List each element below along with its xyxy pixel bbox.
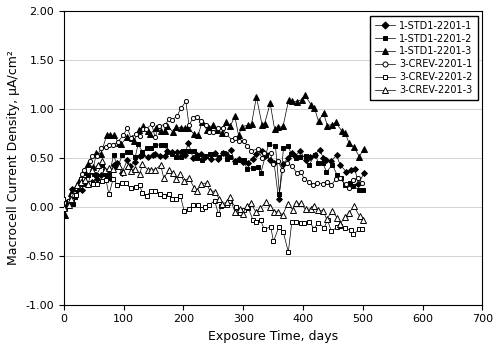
- 3-CREV-2201-1: [241, 139, 247, 143]
- 3-CREV-2201-2: [350, 232, 356, 237]
- 1-STD1-2201-2: [240, 158, 246, 162]
- 3-CREV-2201-2: [80, 176, 86, 181]
- 1-STD1-2201-1: [60, 206, 66, 210]
- 3-CREV-2201-1: [346, 186, 352, 190]
- 1-STD1-2201-3: [236, 133, 242, 138]
- 1-STD1-2201-1: [348, 168, 354, 173]
- 3-CREV-2201-3: [61, 206, 67, 210]
- 3-CREV-2201-2: [286, 250, 292, 254]
- 3-CREV-2201-3: [206, 189, 212, 193]
- 3-CREV-2201-1: [359, 181, 365, 185]
- 1-STD1-2201-3: [346, 141, 352, 145]
- 1-STD1-2201-2: [70, 202, 76, 206]
- 1-STD1-2201-2: [62, 206, 68, 210]
- 1-STD1-2201-3: [145, 130, 151, 134]
- 3-CREV-2201-3: [240, 212, 246, 216]
- 3-CREV-2201-2: [70, 197, 75, 202]
- Line: 1-STD1-2201-1: 1-STD1-2201-1: [61, 140, 366, 210]
- Legend: 1-STD1-2201-1, 1-STD1-2201-2, 1-STD1-2201-3, 3-CREV-2201-1, 3-CREV-2201-2, 3-CRE: 1-STD1-2201-1, 1-STD1-2201-2, 1-STD1-220…: [370, 16, 478, 100]
- 1-STD1-2201-1: [186, 140, 192, 145]
- 3-CREV-2201-2: [359, 227, 365, 231]
- 1-STD1-2201-2: [288, 152, 294, 156]
- 1-STD1-2201-3: [286, 98, 292, 102]
- Line: 3-CREV-2201-2: 3-CREV-2201-2: [60, 176, 364, 254]
- 3-CREV-2201-3: [360, 218, 366, 222]
- 1-STD1-2201-1: [360, 171, 366, 175]
- 3-CREV-2201-1: [60, 205, 66, 209]
- 3-CREV-2201-1: [144, 127, 150, 131]
- 3-CREV-2201-1: [288, 164, 294, 168]
- Line: 1-STD1-2201-3: 1-STD1-2201-3: [62, 92, 366, 218]
- Line: 1-STD1-2201-2: 1-STD1-2201-2: [62, 142, 365, 210]
- 1-STD1-2201-3: [360, 147, 366, 151]
- 3-CREV-2201-1: [183, 99, 189, 104]
- 1-STD1-2201-2: [348, 181, 354, 185]
- 1-STD1-2201-3: [204, 127, 210, 132]
- 1-STD1-2201-1: [208, 157, 214, 161]
- 3-CREV-2201-2: [337, 224, 343, 228]
- 1-STD1-2201-2: [148, 145, 154, 149]
- 3-CREV-2201-3: [337, 222, 343, 226]
- 1-STD1-2201-1: [240, 160, 246, 164]
- Line: 3-CREV-2201-1: 3-CREV-2201-1: [62, 99, 364, 209]
- 1-STD1-2201-2: [208, 152, 214, 156]
- 1-STD1-2201-1: [144, 155, 150, 160]
- 3-CREV-2201-3: [98, 159, 104, 163]
- X-axis label: Exposure Time, days: Exposure Time, days: [208, 330, 338, 343]
- 3-CREV-2201-3: [334, 216, 340, 220]
- 3-CREV-2201-3: [106, 166, 112, 170]
- 3-CREV-2201-3: [351, 204, 357, 209]
- 3-CREV-2201-2: [242, 208, 248, 212]
- 1-STD1-2201-2: [135, 142, 141, 146]
- 3-CREV-2201-3: [68, 197, 74, 201]
- 1-STD1-2201-1: [289, 151, 295, 155]
- Y-axis label: Macrocell Current Density, μA/cm²: Macrocell Current Density, μA/cm²: [7, 50, 20, 265]
- 1-STD1-2201-3: [68, 190, 74, 195]
- 3-CREV-2201-2: [106, 193, 112, 197]
- 3-CREV-2201-2: [60, 197, 66, 201]
- 3-CREV-2201-1: [69, 193, 75, 197]
- 3-CREV-2201-1: [206, 130, 212, 134]
- 1-STD1-2201-3: [302, 93, 308, 97]
- 1-STD1-2201-1: [69, 187, 75, 191]
- Line: 3-CREV-2201-3: 3-CREV-2201-3: [62, 159, 366, 226]
- 1-STD1-2201-3: [62, 213, 68, 217]
- 3-CREV-2201-2: [206, 203, 212, 207]
- 1-STD1-2201-2: [360, 188, 366, 193]
